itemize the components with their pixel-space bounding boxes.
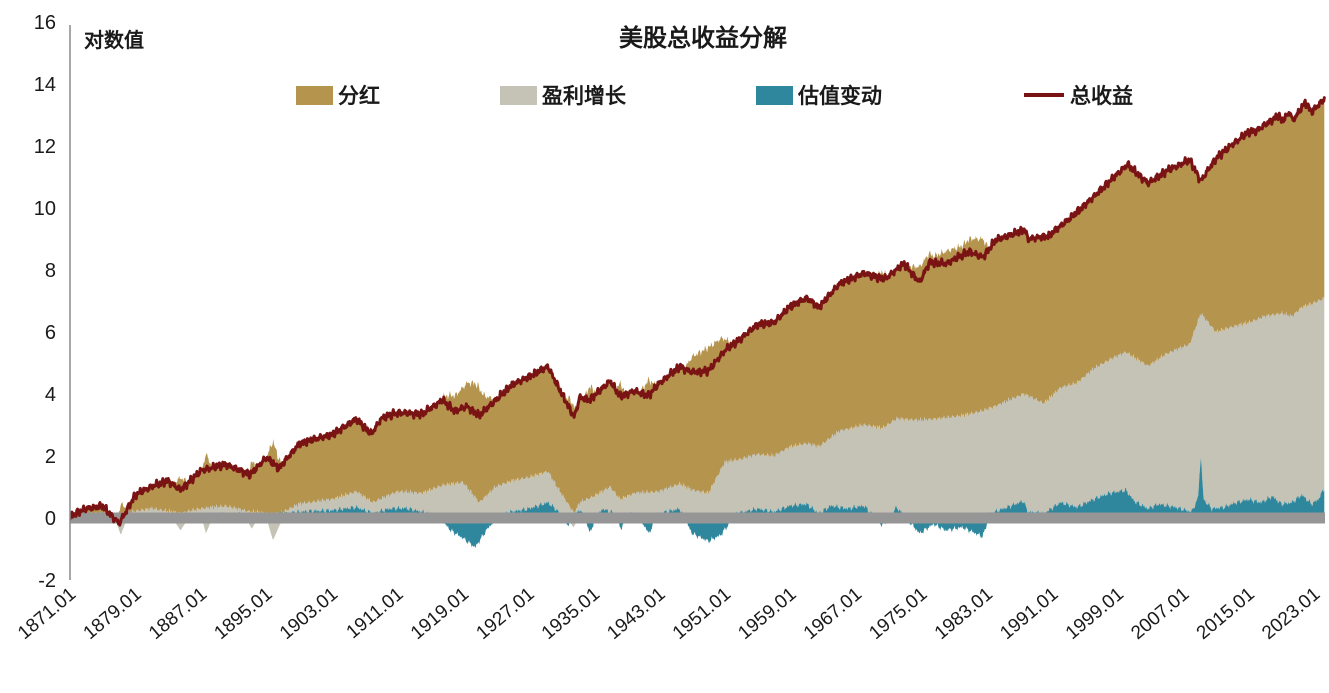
legend-area-swatch [296, 85, 333, 105]
y-tick-label: -2 [38, 570, 56, 592]
legend-item-1: 分红 [296, 84, 380, 108]
y-axis-unit-label: 对数值 [84, 30, 144, 52]
x-tick-label: 1871.01 [14, 584, 80, 644]
legend-area-swatch [500, 85, 537, 105]
y-tick-label: 12 [34, 136, 56, 158]
y-tick-label: 2 [45, 446, 56, 468]
earnings-growth-area [70, 296, 1325, 518]
x-tick-label: 1935.01 [538, 584, 604, 644]
y-tick-label: 4 [45, 384, 56, 406]
x-tick-label: 1887.01 [145, 584, 211, 644]
valuation-change-area [70, 457, 1325, 549]
x-tick-label: 1975.01 [865, 584, 931, 644]
x-tick-label: 1903.01 [276, 584, 342, 644]
y-tick-label: 14 [34, 74, 56, 96]
y-tick-label: 0 [45, 508, 56, 530]
total-return-line [70, 96, 1326, 527]
x-tick-label: 2015.01 [1193, 584, 1259, 644]
x-tick-label: 1959.01 [734, 584, 800, 644]
x-tick-label: 1951.01 [669, 584, 735, 644]
x-tick-label: 1895.01 [210, 584, 276, 644]
legend-area-swatch [756, 85, 793, 105]
x-tick-label: 1999.01 [1062, 584, 1128, 644]
dividend-area [70, 97, 1325, 518]
x-tick-label: 1991.01 [996, 584, 1062, 644]
legend-item-4: 总收益 [1024, 84, 1133, 108]
x-tick-label: 1983.01 [931, 584, 997, 644]
y-tick-label: 6 [45, 322, 56, 344]
x-tick-label: 1927.01 [472, 584, 538, 644]
x-tick-label: 1919.01 [407, 584, 473, 644]
legend-label: 盈利增长 [542, 85, 626, 108]
x-tick-label: 1911.01 [343, 584, 408, 643]
y-tick-label: 16 [34, 12, 56, 34]
y-tick-label: 8 [45, 260, 56, 282]
legend-item-2: 盈利增长 [500, 84, 626, 108]
x-tick-label: 1967.01 [800, 584, 866, 644]
zero-axis-band [70, 512, 1325, 524]
legend-label: 分红 [338, 85, 380, 108]
x-tick-label: 1879.01 [80, 584, 146, 644]
legend-item-3: 估值变动 [756, 84, 882, 108]
chart-title: 美股总收益分解 [619, 25, 787, 52]
legend-line-swatch [1024, 93, 1064, 97]
x-tick-label: 2007.01 [1127, 584, 1193, 644]
x-tick-label: 1943.01 [603, 584, 669, 644]
y-tick-label: 10 [34, 198, 56, 220]
legend-label: 总收益 [1070, 85, 1133, 108]
x-tick-label: 2023.01 [1258, 584, 1324, 644]
legend-label: 估值变动 [798, 85, 882, 108]
